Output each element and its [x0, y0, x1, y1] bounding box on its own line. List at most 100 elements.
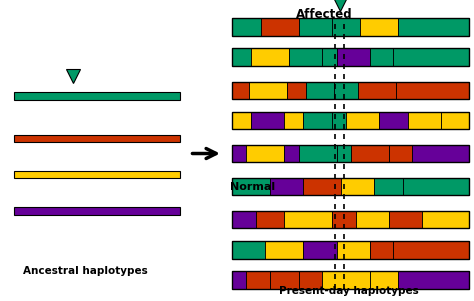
Bar — [232, 18, 469, 36]
Bar — [337, 241, 370, 259]
Bar — [396, 82, 469, 99]
Bar — [232, 48, 251, 66]
Bar — [232, 48, 251, 66]
Bar — [246, 145, 284, 162]
Bar — [232, 112, 469, 129]
Bar — [232, 145, 246, 162]
Bar — [287, 82, 306, 99]
Bar — [379, 112, 408, 129]
Bar — [265, 241, 303, 259]
Bar — [303, 112, 332, 129]
Bar — [441, 112, 469, 129]
Bar — [337, 48, 370, 66]
Bar — [232, 241, 469, 259]
Bar — [408, 112, 441, 129]
Bar — [251, 48, 289, 66]
Bar — [337, 145, 351, 162]
Bar — [351, 145, 389, 162]
Bar — [265, 241, 303, 259]
Bar — [232, 178, 270, 195]
Text: Present-day haplotypes: Present-day haplotypes — [279, 287, 418, 296]
Bar — [232, 271, 246, 289]
Bar — [14, 207, 180, 215]
Bar — [232, 48, 469, 66]
Bar — [299, 18, 332, 36]
Bar — [370, 241, 393, 259]
Bar — [249, 82, 287, 99]
Bar — [422, 211, 469, 228]
Bar — [337, 48, 370, 66]
Bar — [232, 18, 469, 36]
Bar — [408, 112, 441, 129]
Bar — [232, 271, 469, 289]
Bar — [251, 112, 284, 129]
Bar — [232, 241, 265, 259]
Bar — [14, 171, 180, 178]
Bar — [232, 211, 256, 228]
Bar — [251, 48, 289, 66]
Bar — [14, 135, 180, 142]
Bar — [379, 112, 408, 129]
Bar — [284, 145, 299, 162]
Bar — [232, 271, 246, 289]
Bar — [232, 18, 261, 36]
Bar — [232, 241, 469, 259]
Bar — [398, 18, 469, 36]
Bar — [346, 112, 379, 129]
Bar — [337, 241, 370, 259]
Bar — [232, 178, 469, 195]
Bar — [303, 241, 337, 259]
Bar — [358, 82, 396, 99]
Bar — [393, 241, 469, 259]
Bar — [299, 145, 337, 162]
Bar — [370, 241, 393, 259]
Bar — [370, 48, 393, 66]
Bar — [403, 178, 469, 195]
Bar — [246, 271, 270, 289]
Bar — [232, 112, 251, 129]
Bar — [232, 211, 469, 228]
Bar — [256, 211, 284, 228]
Bar — [332, 18, 360, 36]
Bar — [360, 18, 398, 36]
Bar — [232, 112, 469, 129]
Bar — [303, 112, 332, 129]
Bar — [332, 112, 346, 129]
Bar — [398, 271, 469, 289]
Bar — [299, 18, 332, 36]
Bar — [322, 271, 370, 289]
Bar — [370, 271, 398, 289]
Bar — [393, 48, 469, 66]
Bar — [251, 112, 284, 129]
Bar — [284, 112, 303, 129]
Bar — [393, 241, 469, 259]
Bar — [232, 178, 469, 195]
Bar — [441, 112, 469, 129]
Bar — [370, 271, 398, 289]
Bar — [261, 18, 299, 36]
Bar — [232, 82, 469, 99]
Bar — [306, 82, 334, 99]
Bar — [356, 211, 389, 228]
Bar — [232, 145, 246, 162]
Bar — [393, 48, 469, 66]
Bar — [322, 48, 337, 66]
Bar — [289, 48, 322, 66]
Bar — [374, 178, 403, 195]
Bar — [332, 211, 356, 228]
Bar — [232, 211, 256, 228]
Bar — [341, 178, 374, 195]
Bar — [232, 241, 265, 259]
Bar — [14, 92, 180, 100]
Bar — [289, 48, 322, 66]
Bar — [389, 145, 412, 162]
Bar — [256, 211, 284, 228]
Bar — [398, 18, 469, 36]
Text: Ancestral haplotypes: Ancestral haplotypes — [23, 266, 148, 276]
Bar — [337, 145, 351, 162]
Bar — [299, 271, 322, 289]
Bar — [422, 211, 469, 228]
Bar — [322, 271, 370, 289]
Bar — [389, 211, 422, 228]
Bar — [334, 82, 358, 99]
